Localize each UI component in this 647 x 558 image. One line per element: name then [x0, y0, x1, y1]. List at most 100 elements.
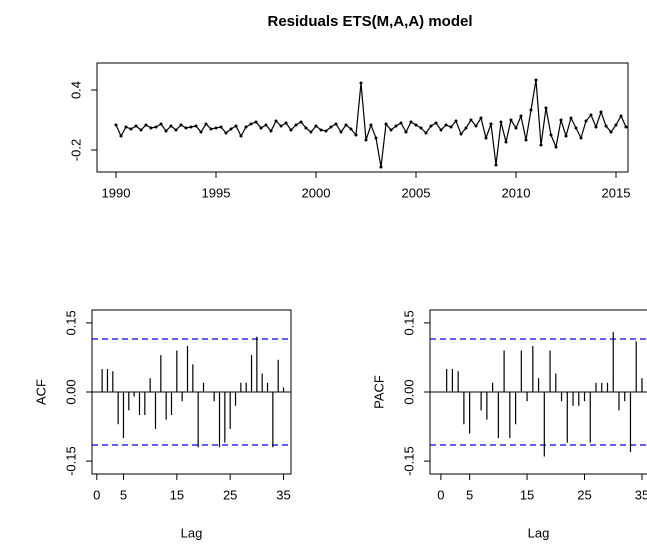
x-tick-label: 2000 — [302, 185, 331, 200]
point — [339, 130, 343, 134]
point — [499, 120, 503, 124]
point — [214, 126, 218, 130]
point — [584, 119, 588, 123]
point — [439, 128, 443, 132]
point — [579, 136, 583, 140]
point — [559, 118, 563, 122]
x-tick-label: 2010 — [502, 185, 531, 200]
point — [459, 132, 463, 136]
point — [504, 140, 508, 144]
point — [254, 120, 258, 124]
point — [319, 128, 323, 132]
point — [474, 124, 478, 128]
point — [324, 129, 328, 133]
point — [344, 123, 348, 127]
point — [224, 131, 228, 135]
x-tick-label: 2005 — [402, 185, 431, 200]
point — [399, 121, 403, 125]
point — [384, 122, 388, 126]
y-tick-label: -0.15 — [63, 446, 78, 476]
point — [204, 122, 208, 126]
point — [159, 122, 163, 126]
point — [354, 133, 358, 137]
point — [329, 125, 333, 129]
point — [274, 119, 278, 123]
point — [359, 81, 363, 85]
point — [234, 124, 238, 128]
point — [519, 114, 523, 118]
y-tick-label: 0.15 — [63, 310, 78, 335]
point — [494, 163, 498, 167]
point — [119, 134, 123, 138]
plot-frame — [96, 62, 629, 173]
point — [129, 127, 133, 131]
point — [534, 78, 538, 82]
point — [529, 108, 533, 112]
point — [299, 120, 303, 124]
point — [574, 126, 578, 130]
point — [414, 123, 418, 127]
x-tick-label: 2015 — [602, 185, 631, 200]
point — [594, 125, 598, 129]
point — [149, 126, 153, 130]
point — [549, 133, 553, 137]
point — [154, 125, 158, 129]
x-tick-label: 1990 — [102, 185, 131, 200]
point — [609, 130, 613, 134]
x-tick-label: 0 — [93, 487, 100, 502]
point — [169, 124, 173, 128]
point — [144, 123, 148, 127]
point — [269, 129, 273, 133]
point — [564, 134, 568, 138]
point — [189, 125, 193, 129]
point — [289, 128, 293, 132]
chart-title: Residuals ETS(M,A,A) model — [267, 13, 472, 30]
point — [444, 123, 448, 127]
point — [364, 138, 368, 142]
point — [134, 124, 138, 128]
point — [244, 125, 248, 129]
point — [554, 145, 558, 149]
point — [174, 128, 178, 132]
y-tick-label: -0.2 — [68, 139, 83, 161]
x-tick-label: 15 — [170, 487, 184, 502]
point — [139, 128, 143, 132]
point — [544, 106, 548, 110]
point — [604, 124, 608, 128]
point — [389, 128, 393, 132]
point — [424, 131, 428, 135]
y-tick-label: -0.15 — [401, 446, 416, 476]
point — [264, 123, 268, 127]
point — [514, 126, 518, 130]
point — [479, 116, 483, 120]
y-tick-label: 0.4 — [68, 81, 83, 99]
point — [184, 126, 188, 130]
point — [369, 123, 373, 127]
point — [379, 165, 383, 169]
point — [394, 124, 398, 128]
point — [589, 113, 593, 117]
point — [349, 127, 353, 131]
point — [484, 136, 488, 140]
x-tick-label: 0 — [437, 487, 444, 502]
point — [239, 134, 243, 138]
point — [279, 124, 283, 128]
x-tick-label: 5 — [466, 487, 473, 502]
point — [569, 116, 573, 120]
y-tick-label: 0.00 — [401, 379, 416, 404]
point — [509, 118, 513, 122]
x-tick-label: 15 — [520, 487, 534, 502]
point — [454, 119, 458, 123]
point — [194, 124, 198, 128]
point — [624, 125, 628, 129]
point — [259, 126, 263, 130]
point — [524, 138, 528, 142]
point — [409, 120, 413, 124]
point — [114, 123, 118, 127]
point — [419, 126, 423, 130]
x-tick-label: 35 — [276, 487, 290, 502]
point — [374, 136, 378, 140]
point — [284, 121, 288, 125]
point — [179, 123, 183, 127]
